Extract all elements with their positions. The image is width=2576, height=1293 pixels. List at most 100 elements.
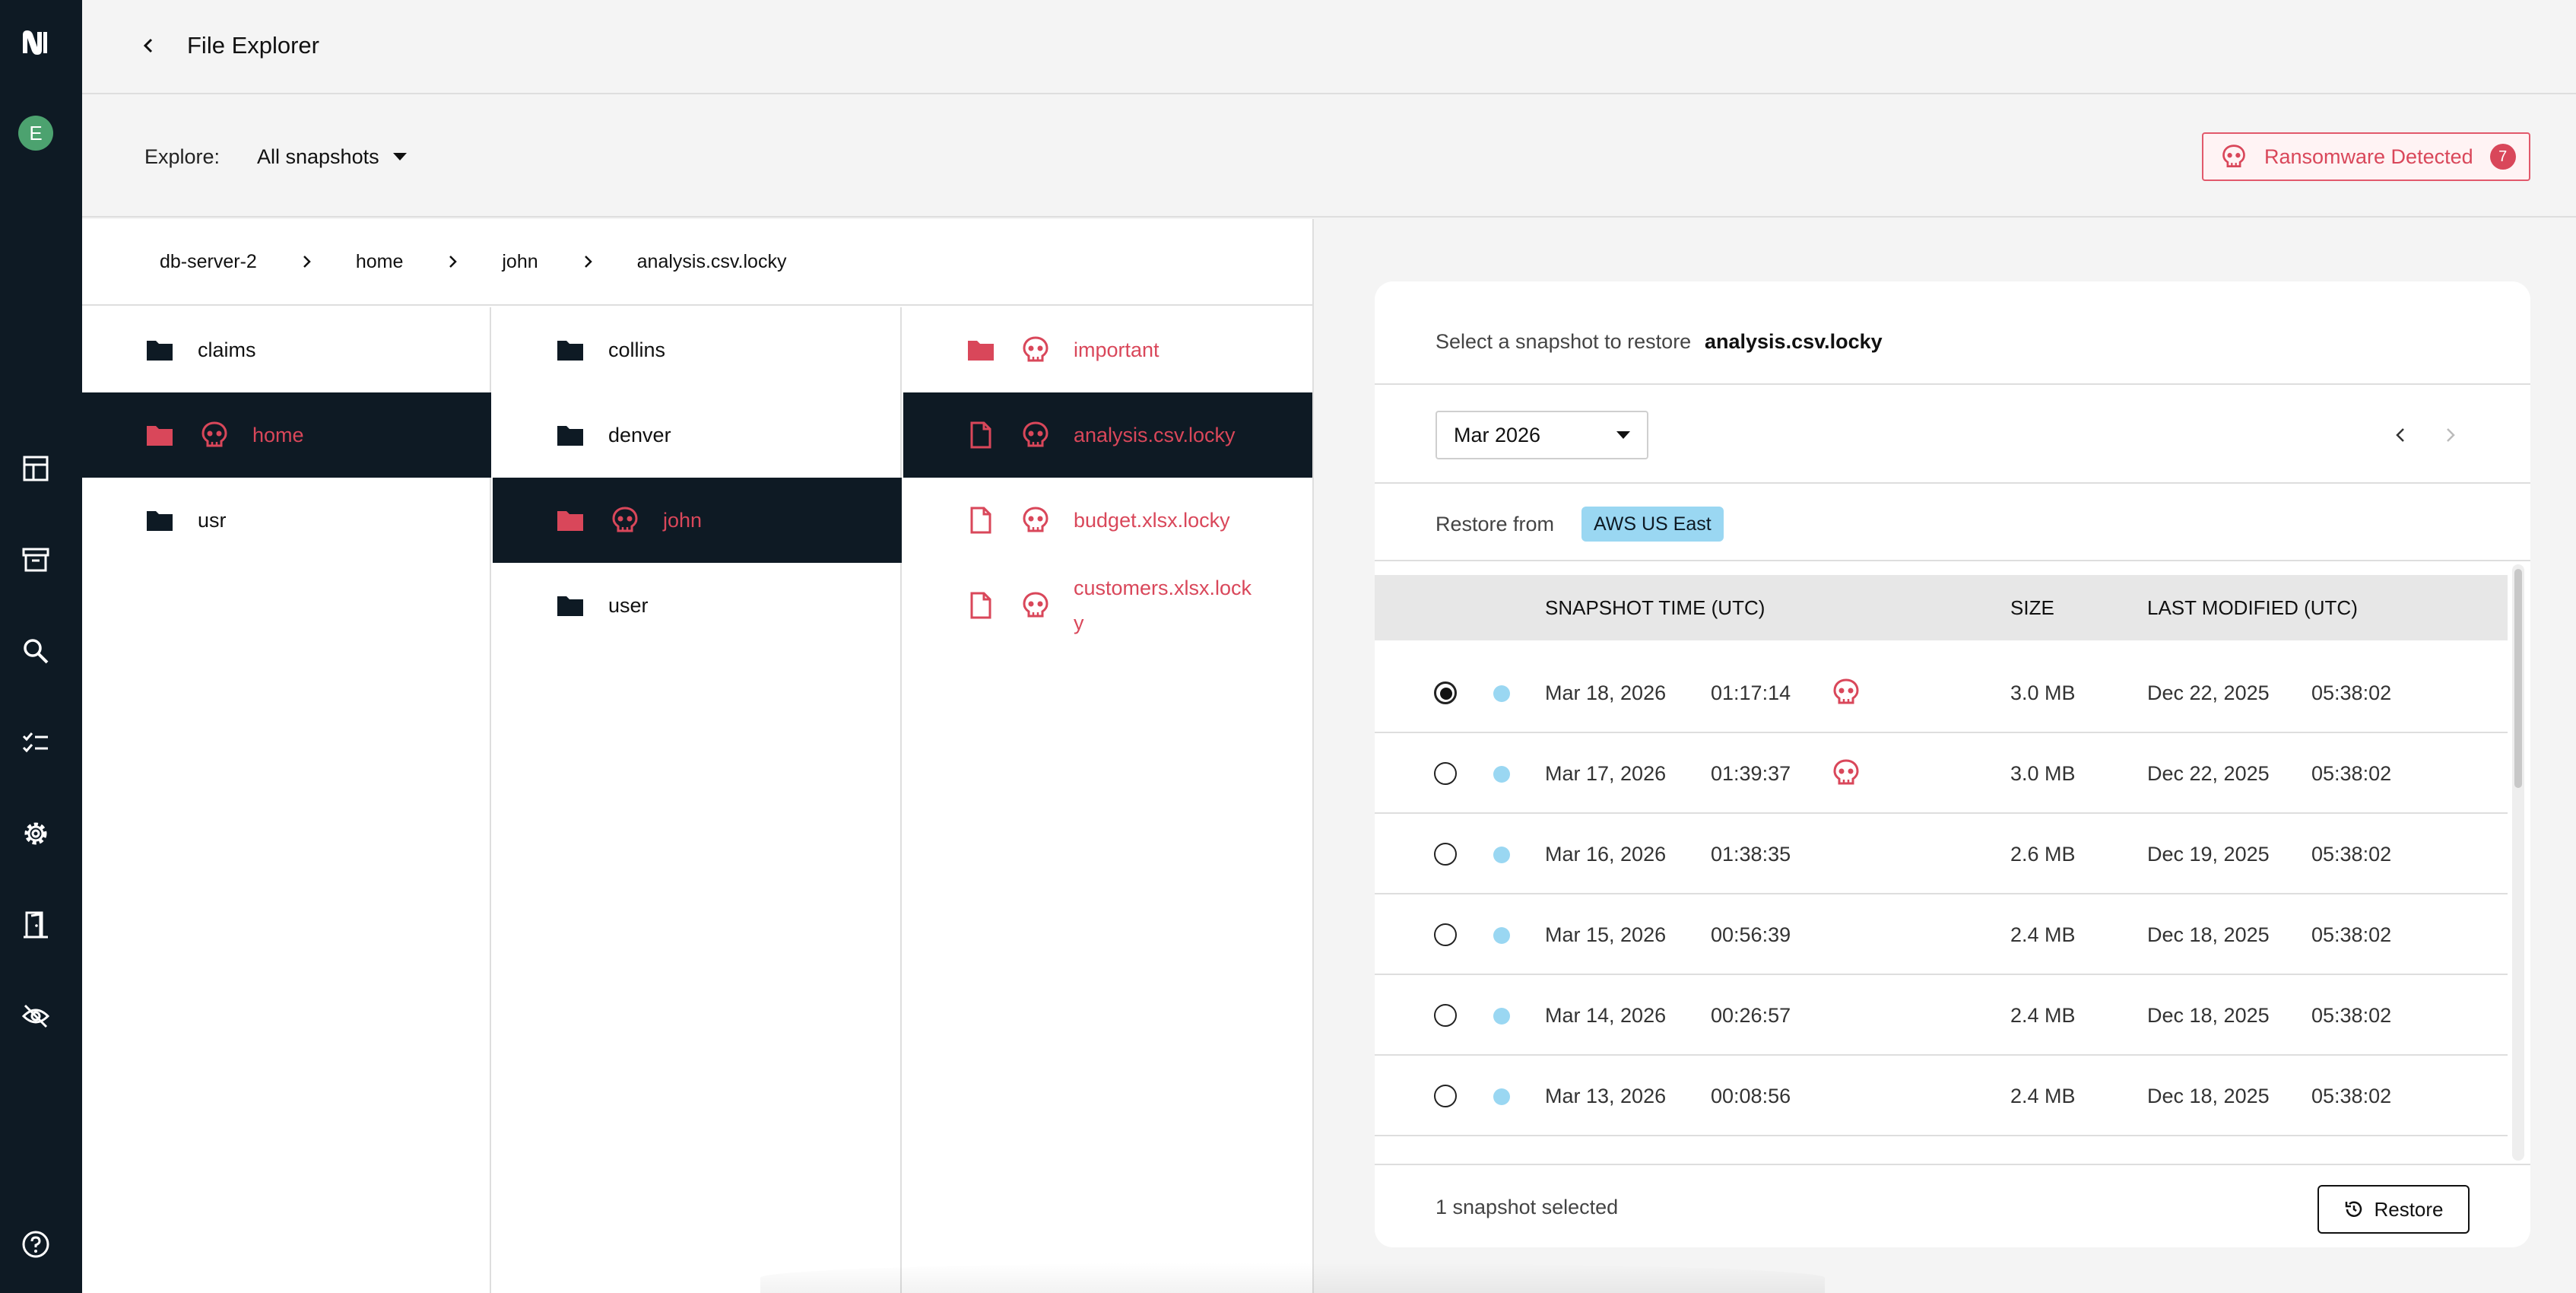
snapshot-row[interactable]: Mar 16, 2026 01:38:35 2.6 MB Dec 19, 2025 05… xyxy=(1375,814,2508,894)
region-dot xyxy=(1493,1008,1510,1025)
snapshot-radio[interactable] xyxy=(1434,681,1457,704)
avatar[interactable]: E xyxy=(18,116,53,151)
item-name: customers.xlsx.locky xyxy=(1074,577,1252,634)
month-bar: Mar 2026 xyxy=(1375,386,2530,484)
restore-prompt: Select a snapshot to restore xyxy=(1436,330,1692,353)
archive-icon[interactable] xyxy=(21,545,51,575)
last-modified-date: Dec 18, 2025 xyxy=(2147,1085,2270,1107)
alert-count-badge: 7 xyxy=(2489,144,2516,170)
last-modified-time: 05:38:02 xyxy=(2311,923,2392,946)
snapshot-row[interactable]: Mar 15, 2026 00:56:39 2.4 MB Dec 18, 2025 05… xyxy=(1375,894,2508,975)
column-header-size[interactable]: SIZE xyxy=(2010,596,2054,619)
explore-selected-value: All snapshots xyxy=(257,145,379,168)
folder-icon xyxy=(144,505,175,535)
explore-dropdown[interactable]: All snapshots xyxy=(257,140,407,173)
file-icon xyxy=(966,590,996,621)
folder-item[interactable]: collins xyxy=(493,307,902,392)
help-icon[interactable] xyxy=(21,1229,51,1260)
gear-icon[interactable] xyxy=(21,818,51,849)
skull-icon xyxy=(1831,758,1861,788)
file-item[interactable]: budget.xlsx.locky xyxy=(903,478,1312,563)
restore-from-bar: Restore from AWS US East xyxy=(1375,485,2530,561)
item-name: john xyxy=(663,508,703,532)
chevron-right-icon xyxy=(441,254,464,269)
column-header-snapshot-time[interactable]: SNAPSHOT TIME (UTC) xyxy=(1545,596,1765,619)
snapshot-size: 3.0 MB xyxy=(2010,681,2076,704)
next-month-button[interactable] xyxy=(2435,420,2465,450)
snapshot-radio[interactable] xyxy=(1434,1085,1457,1107)
folder-item[interactable]: important xyxy=(903,307,1312,392)
last-modified-date: Dec 19, 2025 xyxy=(2147,843,2270,866)
door-icon[interactable] xyxy=(21,910,51,940)
snapshot-radio[interactable] xyxy=(1434,1004,1457,1027)
snapshot-date: Mar 16, 2026 xyxy=(1545,843,1667,866)
file-item[interactable]: customers.xlsx.locky xyxy=(903,563,1312,648)
item-name: budget.xlsx.locky xyxy=(1074,508,1230,532)
snapshot-radio[interactable] xyxy=(1434,843,1457,866)
snapshot-row[interactable]: Mar 14, 2026 00:26:57 2.4 MB Dec 18, 2025 05… xyxy=(1375,975,2508,1056)
restore-button[interactable]: Restore xyxy=(2317,1185,2470,1234)
caret-down-icon xyxy=(392,153,407,160)
chevron-right-icon xyxy=(576,254,599,269)
previous-month-button[interactable] xyxy=(2386,420,2416,450)
explorer-column-2: collins denver john user xyxy=(493,307,902,1293)
folder-item[interactable]: denver xyxy=(493,392,902,478)
breadcrumb: db-server-2 home john analysis.csv.locky xyxy=(82,219,1312,306)
breadcrumb-item-db-server-2[interactable]: db-server-2 xyxy=(160,250,257,272)
folder-item[interactable]: home xyxy=(82,392,491,478)
folder-item[interactable]: usr xyxy=(82,478,491,563)
item-name: usr xyxy=(198,508,227,532)
chevron-left-icon xyxy=(2396,428,2404,442)
folder-icon xyxy=(555,590,585,621)
last-modified-time: 05:38:02 xyxy=(2311,762,2392,785)
region-dot xyxy=(1493,927,1510,944)
breadcrumb-item-john[interactable]: john xyxy=(502,250,538,272)
page-title: File Explorer xyxy=(187,32,319,59)
snapshot-size: 3.0 MB xyxy=(2010,762,2076,785)
eye-off-icon[interactable] xyxy=(21,1001,51,1031)
folder-item[interactable]: user xyxy=(493,563,902,648)
selected-count: 1 snapshot selected xyxy=(1436,1196,1619,1218)
ransomware-detected-button[interactable]: Ransomware Detected 7 xyxy=(2202,132,2530,181)
search-icon[interactable] xyxy=(21,636,51,666)
item-name: claims xyxy=(198,338,256,361)
breadcrumb-item-home[interactable]: home xyxy=(355,250,404,272)
region-dot xyxy=(1493,685,1510,702)
folder-icon xyxy=(555,420,585,450)
snapshot-radio[interactable] xyxy=(1434,762,1457,785)
folder-item[interactable]: claims xyxy=(82,307,491,392)
chevron-left-icon xyxy=(143,38,153,53)
month-selected-value: Mar 2026 xyxy=(1454,423,1541,446)
region-dot xyxy=(1493,766,1510,783)
snapshot-date: Mar 14, 2026 xyxy=(1545,1004,1667,1027)
snapshot-row[interactable]: Mar 17, 2026 01:39:37 3.0 MB Dec 22, 2025 05… xyxy=(1375,733,2508,814)
snapshot-row[interactable]: Mar 13, 2026 00:08:56 2.4 MB Dec 18, 2025 05… xyxy=(1375,1056,2508,1136)
folder-item[interactable]: john xyxy=(493,478,902,563)
folder-icon xyxy=(144,335,175,365)
month-dropdown[interactable]: Mar 2026 xyxy=(1436,411,1648,459)
breadcrumb-item-analysis-csv-locky[interactable]: analysis.csv.locky xyxy=(636,250,787,272)
skull-icon xyxy=(1020,335,1051,365)
restore-from-region-badge[interactable]: AWS US East xyxy=(1581,507,1724,542)
avatar-initial: E xyxy=(29,121,43,145)
last-modified-date: Dec 22, 2025 xyxy=(2147,681,2270,704)
last-modified-time: 05:38:02 xyxy=(2311,1085,2392,1107)
checklist-icon[interactable] xyxy=(21,727,51,758)
restore-panel: Select a snapshot to restore analysis.cs… xyxy=(1375,281,2530,1247)
region-dot xyxy=(1493,1088,1510,1105)
column-header-last-modified[interactable]: LAST MODIFIED (UTC) xyxy=(2147,596,2358,619)
skull-icon xyxy=(610,505,640,535)
folder-icon xyxy=(966,335,996,365)
explore-label: Explore: xyxy=(144,145,220,168)
explorer-column-3: important analysis.csv.locky budget.xlsx.l… xyxy=(903,307,1312,1293)
dashboard-icon[interactable] xyxy=(21,453,51,484)
logo-icon[interactable] xyxy=(20,27,50,58)
ransomware-detected-label: Ransomware Detected xyxy=(2264,145,2473,168)
snapshot-size: 2.6 MB xyxy=(2010,843,2076,866)
scrollbar-thumb[interactable] xyxy=(2514,569,2522,788)
back-button[interactable] xyxy=(134,30,164,61)
snapshot-radio[interactable] xyxy=(1434,923,1457,946)
snapshot-row[interactable]: Mar 18, 2026 01:17:14 3.0 MB Dec 22, 2025 05… xyxy=(1375,653,2508,733)
restore-footer: 1 snapshot selected Restore xyxy=(1375,1164,2530,1247)
file-item[interactable]: analysis.csv.locky xyxy=(903,392,1312,478)
